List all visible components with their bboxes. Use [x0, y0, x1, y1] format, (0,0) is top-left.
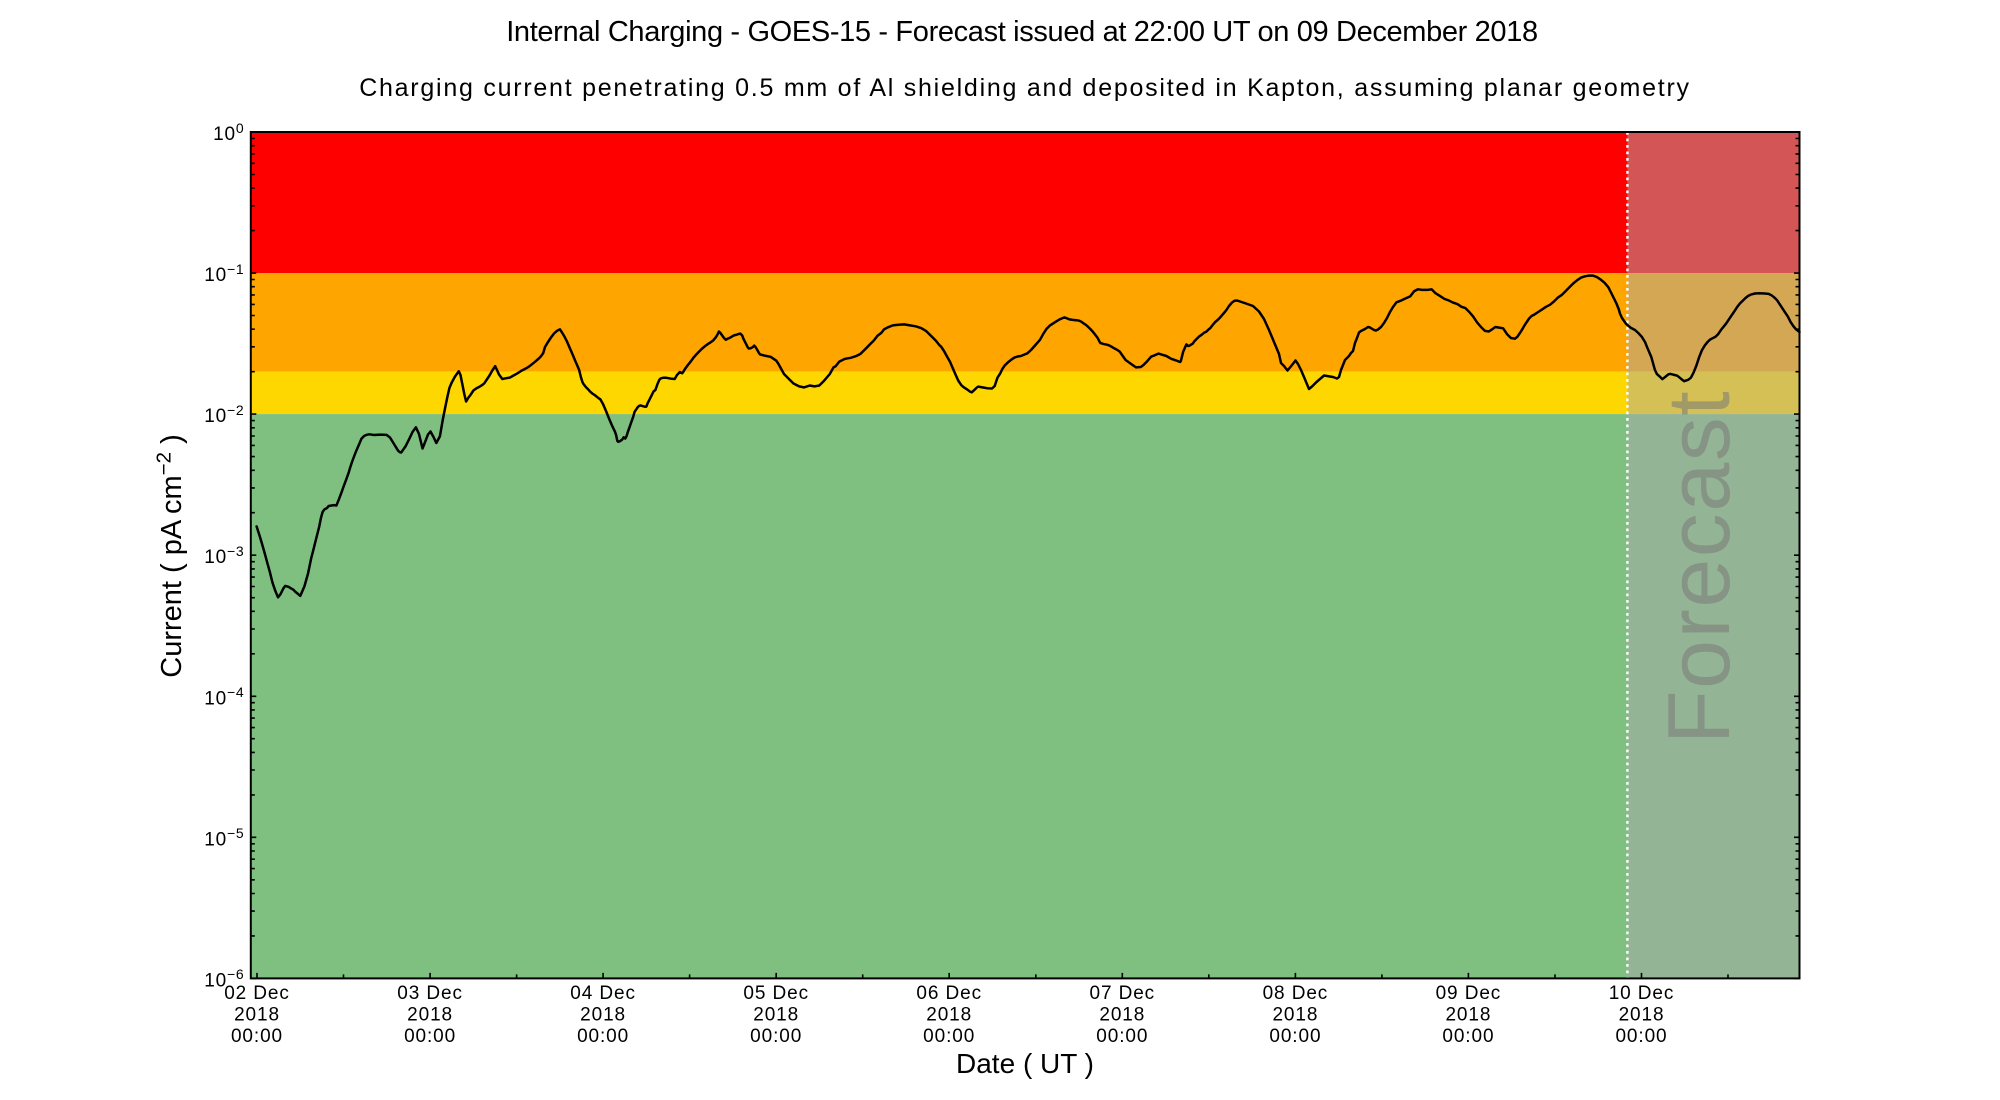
svg-text:2018: 2018	[1445, 1005, 1491, 1026]
svg-text:00:00: 00:00	[231, 1026, 283, 1047]
svg-text:00:00: 00:00	[1442, 1026, 1494, 1047]
svg-text:2018: 2018	[234, 1005, 280, 1026]
svg-text:00:00: 00:00	[923, 1026, 975, 1047]
svg-text:Date ( UT ): Date ( UT )	[956, 1048, 1094, 1079]
svg-text:06 Dec: 06 Dec	[916, 983, 982, 1004]
svg-text:00:00: 00:00	[404, 1026, 456, 1047]
svg-text:00:00: 00:00	[1615, 1026, 1667, 1047]
svg-text:2018: 2018	[753, 1005, 799, 1026]
svg-text:Charging current penetrating 0: Charging current penetrating 0.5 mm of A…	[359, 74, 1691, 102]
svg-text:02 Dec: 02 Dec	[224, 983, 290, 1004]
svg-text:2018: 2018	[580, 1005, 626, 1026]
svg-text:2018: 2018	[1619, 1005, 1665, 1026]
svg-text:00:00: 00:00	[750, 1026, 802, 1047]
svg-text:Forecast: Forecast	[1649, 390, 1748, 744]
svg-text:08 Dec: 08 Dec	[1263, 983, 1329, 1004]
svg-text:05 Dec: 05 Dec	[743, 983, 809, 1004]
svg-text:10 Dec: 10 Dec	[1609, 983, 1675, 1004]
svg-text:Current ( pA cm−2 ): Current ( pA cm−2 )	[153, 434, 188, 678]
svg-text:03 Dec: 03 Dec	[397, 983, 463, 1004]
svg-text:2018: 2018	[926, 1005, 972, 1026]
svg-text:07 Dec: 07 Dec	[1089, 983, 1155, 1004]
svg-text:2018: 2018	[1099, 1005, 1145, 1026]
svg-text:00:00: 00:00	[1269, 1026, 1321, 1047]
svg-text:2018: 2018	[1272, 1005, 1318, 1026]
svg-text:09 Dec: 09 Dec	[1436, 983, 1502, 1004]
svg-text:00:00: 00:00	[577, 1026, 629, 1047]
svg-text:2018: 2018	[407, 1005, 453, 1026]
svg-text:00:00: 00:00	[1096, 1026, 1148, 1047]
svg-text:Internal Charging - GOES-15 -: Internal Charging - GOES-15 - Forecast i…	[506, 16, 1538, 48]
svg-text:04 Dec: 04 Dec	[570, 983, 636, 1004]
